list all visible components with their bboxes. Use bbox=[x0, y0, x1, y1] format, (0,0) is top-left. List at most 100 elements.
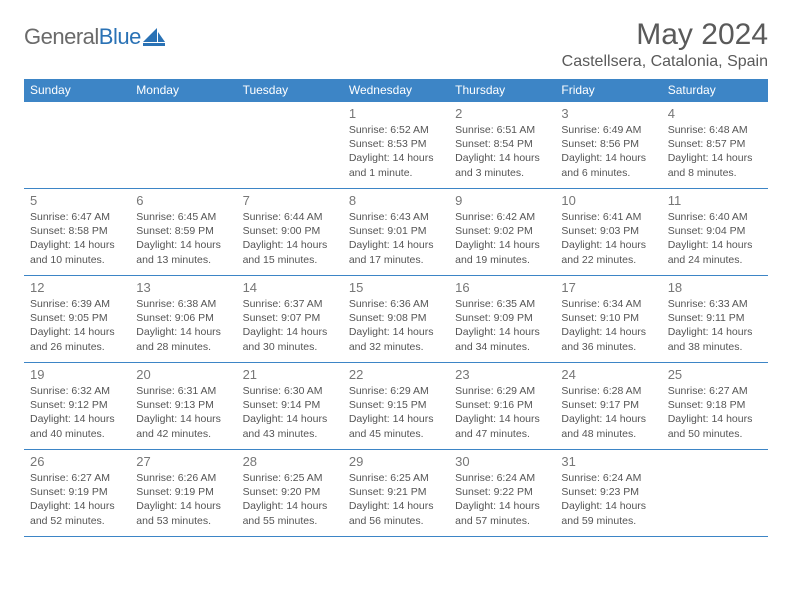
sunset-line: Sunset: 8:54 PM bbox=[455, 137, 549, 151]
sunrise-line: Sunrise: 6:25 AM bbox=[349, 471, 443, 485]
sunset-line: Sunset: 9:19 PM bbox=[136, 485, 230, 499]
calendar-day-cell: 27 Sunrise: 6:26 AMSunset: 9:19 PMDayligh… bbox=[130, 450, 236, 536]
calendar-day-cell: 15Sunrise: 6:36 AMSunset: 9:08 PMDayligh… bbox=[343, 276, 449, 362]
daylight-line: Daylight: 14 hours and 42 minutes. bbox=[136, 412, 230, 440]
day-number: 22 bbox=[349, 367, 443, 382]
sunrise-line: Sunrise: 6:34 AM bbox=[561, 297, 655, 311]
calendar-day-cell: 19Sunrise: 6:32 AMSunset: 9:12 PMDayligh… bbox=[24, 363, 130, 449]
sunset-line: Sunset: 9:10 PM bbox=[561, 311, 655, 325]
calendar-day-cell: 16Sunrise: 6:35 AMSunset: 9:09 PMDayligh… bbox=[449, 276, 555, 362]
weekday-header: Monday bbox=[130, 79, 236, 102]
sunset-line: Sunset: 9:00 PM bbox=[243, 224, 337, 238]
brand-text: GeneralBlue bbox=[24, 24, 141, 50]
daylight-line: Daylight: 14 hours and 8 minutes. bbox=[668, 151, 762, 179]
calendar-week-row: 19Sunrise: 6:32 AMSunset: 9:12 PMDayligh… bbox=[24, 363, 768, 450]
daylight-line: Daylight: 14 hours and 19 minutes. bbox=[455, 238, 549, 266]
day-number: 3 bbox=[561, 106, 655, 121]
sunrise-line: Sunrise: 6:27 AM bbox=[30, 471, 124, 485]
calendar-page: GeneralBlue May 2024 Castellsera, Catalo… bbox=[0, 0, 792, 549]
weekday-header: Saturday bbox=[662, 79, 768, 102]
sunset-line: Sunset: 8:58 PM bbox=[30, 224, 124, 238]
sunrise-line: Sunrise: 6:31 AM bbox=[136, 384, 230, 398]
calendar-day-cell: 23Sunrise: 6:29 AMSunset: 9:16 PMDayligh… bbox=[449, 363, 555, 449]
day-number: 7 bbox=[243, 193, 337, 208]
day-number: 9 bbox=[455, 193, 549, 208]
daylight-line: Daylight: 14 hours and 53 minutes. bbox=[136, 499, 230, 527]
day-number: 11 bbox=[668, 193, 762, 208]
daylight-line: Daylight: 14 hours and 40 minutes. bbox=[30, 412, 124, 440]
brand-logo: GeneralBlue bbox=[24, 18, 165, 50]
sunrise-line: Sunrise: 6:41 AM bbox=[561, 210, 655, 224]
calendar-day-cell: 18Sunrise: 6:33 AMSunset: 9:11 PMDayligh… bbox=[662, 276, 768, 362]
calendar-day-cell: 12Sunrise: 6:39 AMSunset: 9:05 PMDayligh… bbox=[24, 276, 130, 362]
day-number: 14 bbox=[243, 280, 337, 295]
sunrise-line: Sunrise: 6:51 AM bbox=[455, 123, 549, 137]
sunset-line: Sunset: 9:11 PM bbox=[668, 311, 762, 325]
daylight-line: Daylight: 14 hours and 38 minutes. bbox=[668, 325, 762, 353]
calendar-day-cell: 17 Sunrise: 6:34 AMSunset: 9:10 PMDayligh… bbox=[555, 276, 661, 362]
sunset-line: Sunset: 9:12 PM bbox=[30, 398, 124, 412]
calendar-day-cell: 26Sunrise: 6:27 AMSunset: 9:19 PMDayligh… bbox=[24, 450, 130, 536]
weekday-header: Wednesday bbox=[343, 79, 449, 102]
calendar-day-cell: 4Sunrise: 6:48 AMSunset: 8:57 PMDaylight… bbox=[662, 102, 768, 188]
sunrise-line: Sunrise: 6:24 AM bbox=[561, 471, 655, 485]
calendar-day-cell bbox=[662, 450, 768, 536]
day-number: 31 bbox=[561, 454, 655, 469]
daylight-line: Daylight: 14 hours and 34 minutes. bbox=[455, 325, 549, 353]
daylight-line: Daylight: 14 hours and 36 minutes. bbox=[561, 325, 655, 353]
calendar-day-cell: 13Sunrise: 6:38 AMSunset: 9:06 PMDayligh… bbox=[130, 276, 236, 362]
sunset-line: Sunset: 9:13 PM bbox=[136, 398, 230, 412]
calendar-day-cell: 25Sunrise: 6:27 AMSunset: 9:18 PMDayligh… bbox=[662, 363, 768, 449]
daylight-line: Daylight: 14 hours and 48 minutes. bbox=[561, 412, 655, 440]
sunset-line: Sunset: 9:19 PM bbox=[30, 485, 124, 499]
calendar-day-cell: 20 Sunrise: 6:31 AMSunset: 9:13 PMDayligh… bbox=[130, 363, 236, 449]
day-number: 24 bbox=[561, 367, 655, 382]
daylight-line: Daylight: 14 hours and 28 minutes. bbox=[136, 325, 230, 353]
daylight-line: Daylight: 14 hours and 45 minutes. bbox=[349, 412, 443, 440]
daylight-line: Daylight: 14 hours and 47 minutes. bbox=[455, 412, 549, 440]
sunrise-line: Sunrise: 6:47 AM bbox=[30, 210, 124, 224]
weekday-header-row: SundayMondayTuesdayWednesdayThursdayFrid… bbox=[24, 79, 768, 102]
daylight-line: Daylight: 14 hours and 57 minutes. bbox=[455, 499, 549, 527]
day-number: 17 bbox=[561, 280, 655, 295]
weekday-header: Sunday bbox=[24, 79, 130, 102]
sunrise-line: Sunrise: 6:36 AM bbox=[349, 297, 443, 311]
sunrise-line: Sunrise: 6:49 AM bbox=[561, 123, 655, 137]
brand-part1: General bbox=[24, 24, 99, 49]
sunrise-line: Sunrise: 6:48 AM bbox=[668, 123, 762, 137]
day-number: 27 bbox=[136, 454, 230, 469]
day-number: 28 bbox=[243, 454, 337, 469]
sunset-line: Sunset: 9:06 PM bbox=[136, 311, 230, 325]
sunset-line: Sunset: 9:16 PM bbox=[455, 398, 549, 412]
sunrise-line: Sunrise: 6:26 AM bbox=[136, 471, 230, 485]
calendar-day-cell: 9Sunrise: 6:42 AMSunset: 9:02 PMDaylight… bbox=[449, 189, 555, 275]
sunset-line: Sunset: 9:07 PM bbox=[243, 311, 337, 325]
daylight-line: Daylight: 14 hours and 10 minutes. bbox=[30, 238, 124, 266]
daylight-line: Daylight: 14 hours and 32 minutes. bbox=[349, 325, 443, 353]
sunrise-line: Sunrise: 6:37 AM bbox=[243, 297, 337, 311]
sunrise-line: Sunrise: 6:43 AM bbox=[349, 210, 443, 224]
calendar-day-cell: 28Sunrise: 6:25 AMSunset: 9:20 PMDayligh… bbox=[237, 450, 343, 536]
day-number: 20 bbox=[136, 367, 230, 382]
calendar-day-cell: 21Sunrise: 6:30 AMSunset: 9:14 PMDayligh… bbox=[237, 363, 343, 449]
day-number: 18 bbox=[668, 280, 762, 295]
calendar-day-cell bbox=[130, 102, 236, 188]
day-number: 30 bbox=[455, 454, 549, 469]
sunrise-line: Sunrise: 6:30 AM bbox=[243, 384, 337, 398]
sunset-line: Sunset: 8:56 PM bbox=[561, 137, 655, 151]
weekday-header: Friday bbox=[555, 79, 661, 102]
calendar-day-cell: 7Sunrise: 6:44 AMSunset: 9:00 PMDaylight… bbox=[237, 189, 343, 275]
sunrise-line: Sunrise: 6:39 AM bbox=[30, 297, 124, 311]
daylight-line: Daylight: 14 hours and 56 minutes. bbox=[349, 499, 443, 527]
title-block: May 2024 Castellsera, Catalonia, Spain bbox=[562, 18, 768, 71]
calendar-day-cell: 31Sunrise: 6:24 AMSunset: 9:23 PMDayligh… bbox=[555, 450, 661, 536]
day-number: 2 bbox=[455, 106, 549, 121]
sunset-line: Sunset: 9:03 PM bbox=[561, 224, 655, 238]
sunset-line: Sunset: 9:15 PM bbox=[349, 398, 443, 412]
daylight-line: Daylight: 14 hours and 17 minutes. bbox=[349, 238, 443, 266]
calendar-day-cell: 29Sunrise: 6:25 AMSunset: 9:21 PMDayligh… bbox=[343, 450, 449, 536]
brand-sail-icon bbox=[143, 28, 165, 46]
sunrise-line: Sunrise: 6:27 AM bbox=[668, 384, 762, 398]
sunset-line: Sunset: 9:09 PM bbox=[455, 311, 549, 325]
day-number: 5 bbox=[30, 193, 124, 208]
